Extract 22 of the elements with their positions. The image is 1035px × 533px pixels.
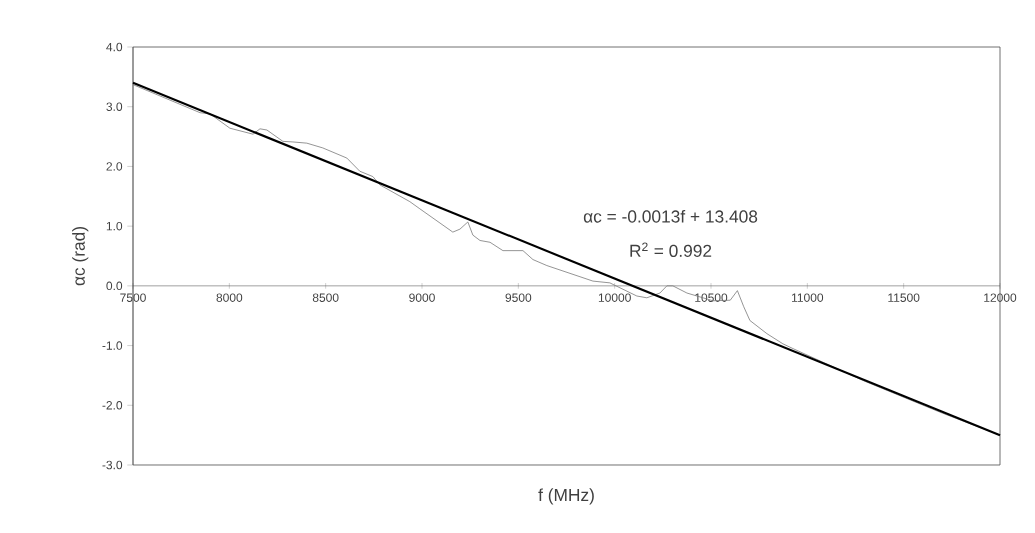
y-tick-label: 4.0: [106, 42, 123, 52]
x-tick-label: 7500: [120, 293, 146, 302]
annotation: R$^{2}$ = 0.992: [630, 242, 712, 257]
x-tick-label: 12000: [984, 293, 1017, 302]
x-tick-label: 11500: [888, 293, 920, 302]
y-tick-label: -1.0: [102, 341, 123, 350]
x-tick-label: 9500: [505, 293, 532, 302]
y-tick-label: 0.0: [106, 281, 123, 291]
x-axis-title: f (MHz): [538, 488, 594, 505]
x-tick-label: 10500: [695, 293, 728, 302]
x-tick-label: 8500: [312, 293, 339, 302]
annotation: αc = -0.0013f + 13.408: [583, 209, 758, 223]
y-tick-label: -2.0: [102, 401, 123, 410]
y-tick-label: -3.0: [102, 460, 123, 470]
x-tick-label: 10000: [598, 293, 631, 302]
y-axis-title: αc (rad): [72, 227, 89, 286]
y-tick-label: 2.0: [106, 162, 123, 171]
x-tick-label: 11000: [792, 293, 824, 302]
x-tick-label: 8000: [216, 293, 243, 302]
x-tick-label: 9000: [409, 293, 435, 302]
y-tick-label: 3.0: [106, 102, 123, 111]
y-tick-label: 1.0: [106, 221, 123, 231]
